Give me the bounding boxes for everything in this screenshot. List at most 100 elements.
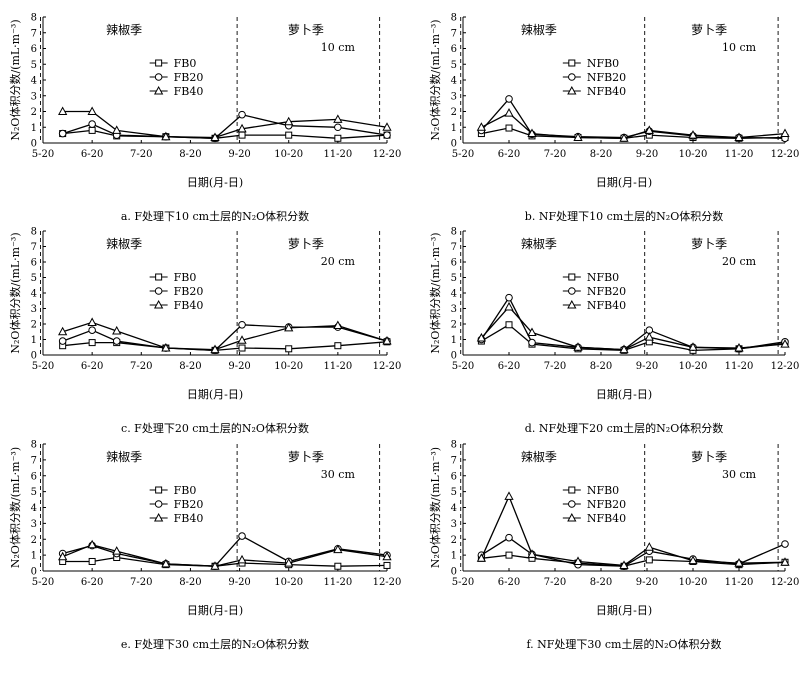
y-tick-label: 5 [451, 487, 457, 498]
season-label: 萝卜季 [288, 237, 324, 251]
data-point [210, 132, 220, 141]
x-axis-title: 日期(月-日) [596, 604, 652, 617]
data-point [505, 124, 513, 132]
y-axis-title: N₂O体积分数/(mL·m⁻³) [428, 447, 442, 568]
panel-caption: c. F处理下20 cm土层的N₂O体积分数 [121, 421, 309, 435]
chart-panel: 0 1 2 3 4 5 6 7 8 5-20 6-20 7-20 8-20 9-20 10-20 11-20 1… [8, 13, 401, 224]
data-point [383, 131, 391, 139]
data-point [573, 132, 583, 141]
x-tick-label: 9-20 [636, 577, 658, 588]
y-tick-label: 0 [451, 351, 457, 362]
y-tick-label: 3 [31, 519, 37, 530]
y-tick-label: 2 [451, 107, 457, 118]
legend-label: FB40 [174, 512, 204, 525]
y-tick-label: 2 [31, 535, 37, 546]
legend-label: FB40 [174, 85, 204, 98]
data-point [505, 533, 513, 542]
data-point [780, 339, 790, 348]
x-tick-label: 6-20 [498, 577, 520, 588]
x-tick-label: 7-20 [130, 361, 152, 372]
chart-panel: 0 1 2 3 4 5 6 7 8 5-20 6-20 7-20 8-20 9-20 10-20 11-20 1… [428, 227, 799, 436]
y-tick-label: 4 [451, 76, 457, 87]
legend-label: FB0 [174, 57, 197, 70]
legend-marker [568, 500, 576, 508]
y-tick-label: 3 [31, 304, 37, 315]
data-point [734, 558, 744, 567]
x-tick-label: 10-20 [679, 577, 708, 588]
season-label: 辣椒季 [106, 23, 142, 37]
data-point [619, 133, 629, 142]
legend-marker [568, 273, 576, 281]
legend-label: FB20 [174, 285, 204, 298]
legend-label: FB20 [174, 498, 204, 511]
data-point [238, 110, 246, 119]
data-point [88, 120, 96, 128]
data-point [284, 322, 294, 332]
x-tick-label: 11-20 [323, 149, 352, 160]
data-point [382, 336, 392, 345]
data-point [644, 542, 654, 551]
legend-label: NFB20 [587, 71, 626, 84]
legend-label: NFB20 [587, 498, 626, 511]
legend-marker [568, 287, 576, 295]
data-point [333, 114, 343, 123]
data-point [688, 555, 698, 565]
data-point [619, 560, 629, 569]
x-axis-title: 日期(月-日) [187, 388, 243, 401]
data-point [476, 553, 487, 562]
x-axis-title: 日期(月-日) [187, 176, 243, 189]
data-point [527, 128, 537, 138]
data-point [58, 129, 67, 138]
data-point [161, 131, 171, 141]
legend-label: FB0 [174, 271, 197, 284]
data-point [382, 122, 392, 131]
y-tick-label: 3 [31, 91, 37, 102]
data-point [573, 342, 583, 351]
data-point [238, 532, 246, 540]
data-point [58, 551, 68, 561]
legend-marker [567, 512, 577, 522]
series-line [480, 97, 786, 139]
x-tick-label: 7-20 [130, 149, 152, 160]
y-tick-label: 2 [451, 320, 457, 331]
y-tick-label: 5 [451, 273, 457, 284]
legend-label: NFB40 [587, 299, 626, 312]
legend-label: NFB0 [587, 484, 619, 497]
y-tick-label: 8 [31, 227, 37, 238]
y-axis-title: N₂O体积分数/(mL·m⁻³) [8, 447, 22, 568]
legend-label: NFB40 [587, 85, 626, 98]
data-point [334, 123, 342, 132]
y-tick-label: 0 [451, 567, 457, 578]
y-tick-label: 8 [451, 440, 457, 451]
legend-marker [155, 273, 163, 281]
depth-label: 10 cm [321, 41, 356, 54]
season-label: 萝卜季 [691, 23, 727, 37]
legend-label: FB40 [174, 299, 204, 312]
series-line [480, 296, 786, 351]
y-tick-label: 5 [31, 273, 37, 284]
data-point [781, 540, 789, 548]
data-point [644, 125, 654, 134]
series-line [480, 494, 786, 567]
data-point [645, 556, 653, 564]
legend-marker [155, 59, 163, 67]
y-tick-label: 0 [31, 567, 37, 578]
season-label: 萝卜季 [288, 450, 324, 464]
season-label: 萝卜季 [288, 23, 324, 37]
data-point [58, 337, 67, 345]
data-point [210, 561, 220, 570]
x-tick-label: 8-20 [179, 149, 201, 160]
data-point [573, 556, 583, 565]
y-tick-label: 0 [31, 139, 37, 150]
data-point [334, 562, 342, 570]
data-point [734, 132, 744, 141]
data-point [284, 558, 294, 567]
data-point [505, 293, 513, 302]
y-tick-label: 3 [451, 519, 457, 530]
depth-label: 30 cm [722, 468, 757, 481]
data-point [112, 325, 122, 335]
y-tick-label: 6 [451, 44, 457, 55]
data-point [688, 342, 698, 351]
